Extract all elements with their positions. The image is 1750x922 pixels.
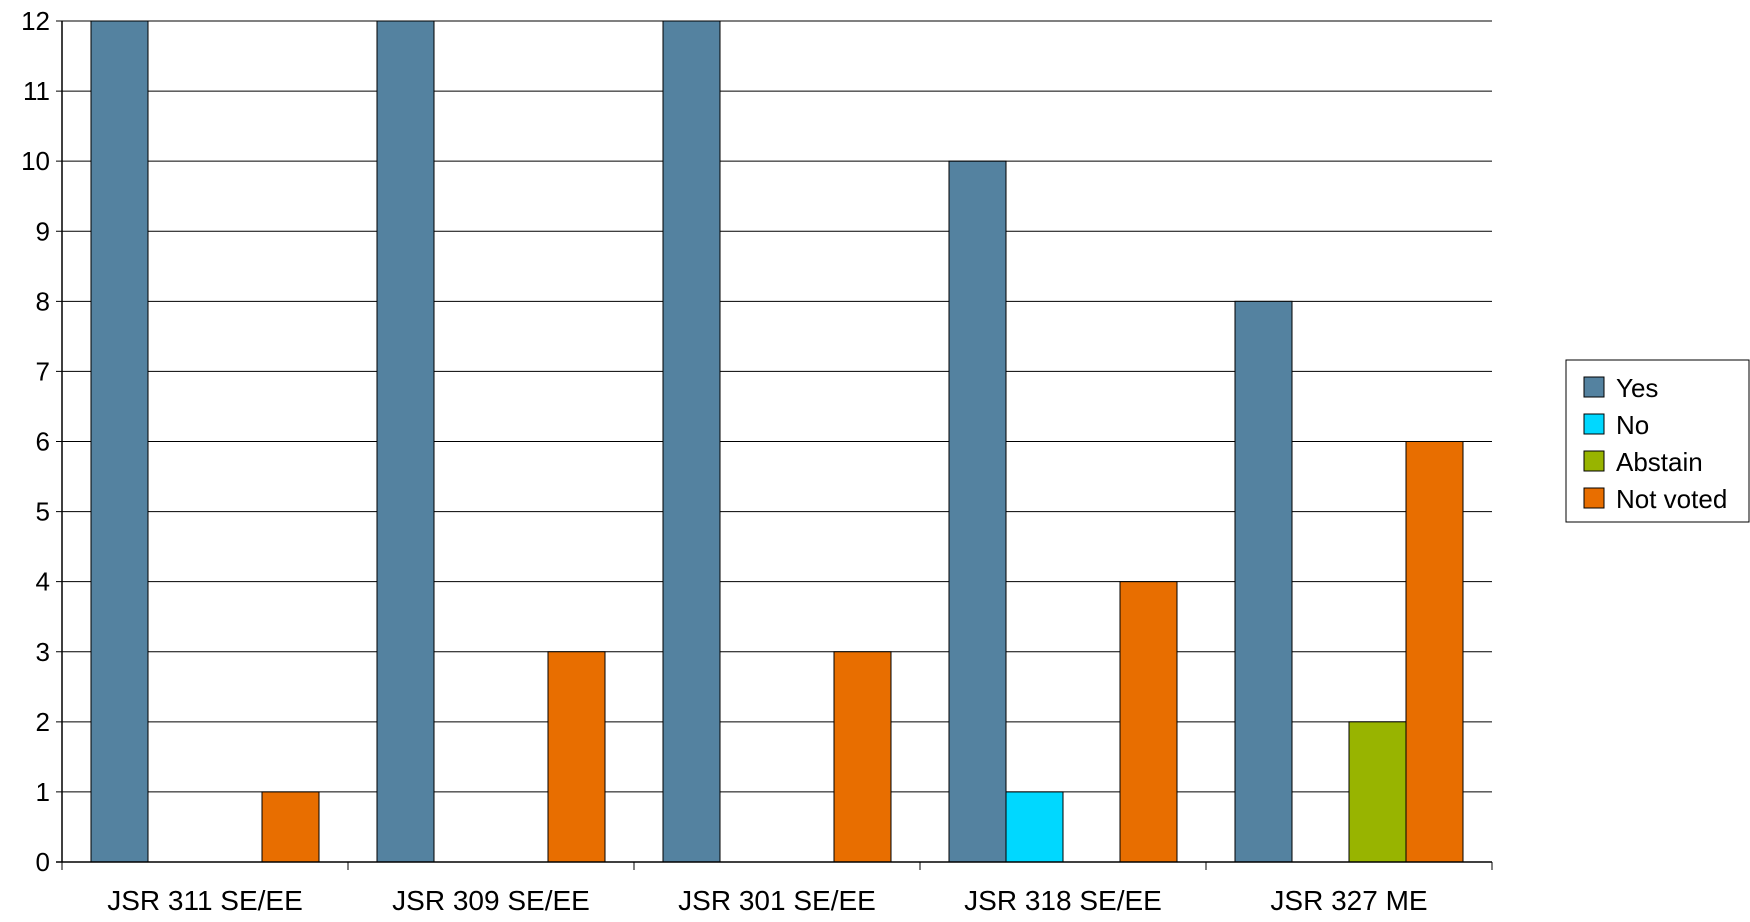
legend-label: Abstain	[1616, 447, 1703, 477]
legend-swatch	[1583, 450, 1605, 472]
y-tick-label: 6	[36, 427, 50, 457]
x-tick-label: JSR 318 SE/EE	[964, 885, 1162, 916]
bar-not-voted	[1405, 441, 1464, 863]
bar-not-voted	[547, 651, 606, 863]
bar-not-voted	[1119, 581, 1178, 863]
bar-not-voted	[261, 791, 320, 863]
y-tick-label: 9	[36, 216, 50, 246]
legend: Yes No Abstain Not voted	[1565, 359, 1750, 523]
legend-swatch	[1583, 487, 1605, 509]
x-tick-label: JSR 311 SE/EE	[107, 885, 303, 916]
bar-yes	[376, 20, 435, 863]
bar-yes	[948, 160, 1007, 863]
y-tick-label: 5	[36, 497, 50, 527]
legend-swatch	[1583, 413, 1605, 435]
y-tick-label: 4	[36, 567, 50, 597]
x-tick-label: JSR 301 SE/EE	[678, 885, 876, 916]
y-tick-label: 3	[36, 637, 50, 667]
y-tick-label: 10	[21, 146, 50, 176]
bar-no	[1005, 791, 1064, 863]
y-tick-label: 0	[36, 847, 50, 877]
axes	[56, 21, 1493, 870]
y-tick-label: 8	[36, 286, 50, 316]
y-tick-label: 1	[36, 777, 50, 807]
bars	[90, 20, 1464, 863]
bar-not-voted	[833, 651, 892, 863]
legend-label: Yes	[1616, 373, 1658, 403]
gridlines	[56, 20, 1492, 863]
bar-yes	[662, 20, 721, 863]
legend-swatch	[1583, 376, 1605, 398]
y-tick-label: 2	[36, 707, 50, 737]
x-axis-tick-labels: JSR 311 SE/EE JSR 309 SE/EE JSR 301 SE/EE J…	[107, 885, 1427, 916]
legend-label: No	[1616, 410, 1649, 440]
x-tick-label: JSR 309 SE/EE	[392, 885, 590, 916]
bar-yes	[1234, 300, 1293, 863]
legend-label: Not voted	[1616, 484, 1727, 514]
y-tick-label: 12	[21, 6, 50, 36]
x-tick-label: JSR 327 ME	[1270, 885, 1427, 916]
bar-abstain	[1348, 721, 1407, 863]
y-tick-label: 11	[23, 76, 50, 106]
bar-yes	[90, 20, 149, 863]
y-tick-label: 7	[36, 356, 50, 386]
